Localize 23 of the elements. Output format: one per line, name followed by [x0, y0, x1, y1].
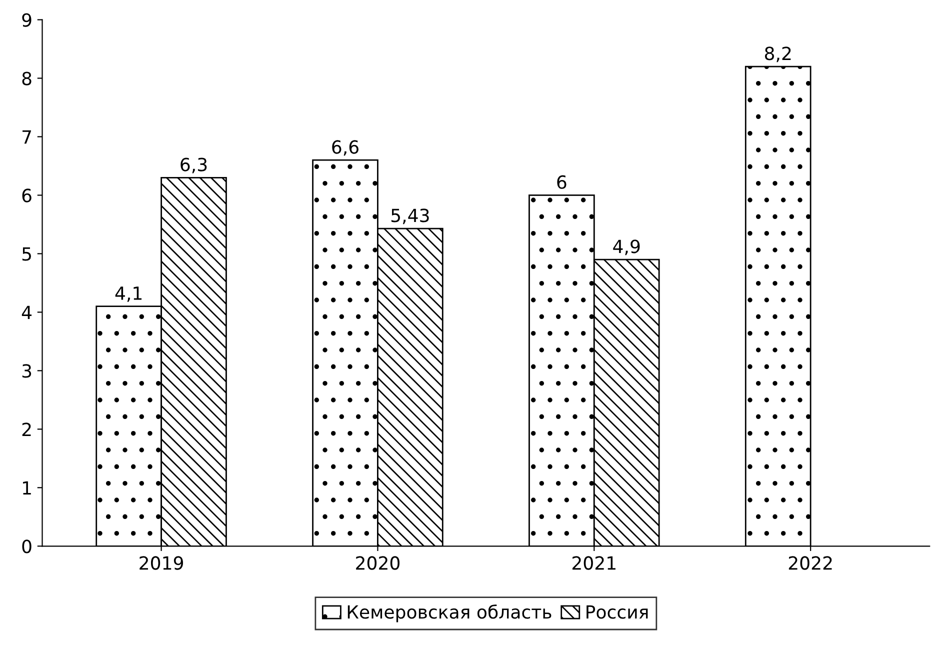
data-label: 5,43	[391, 208, 429, 224]
legend-label: Кемеровская область	[348, 604, 552, 622]
data-label: 4,1	[115, 286, 142, 302]
y-tick-label: 0	[22, 540, 32, 554]
data-label: 6	[557, 175, 566, 189]
y-tick-label: 9	[22, 13, 32, 27]
y-tick-label: 6	[22, 188, 32, 202]
y-tick-label: 7	[22, 130, 31, 144]
data-label: 6,6	[332, 140, 358, 156]
legend-label: Россия	[586, 605, 648, 619]
y-tick-label: 4	[22, 306, 32, 320]
data-label: 4,9	[613, 240, 640, 256]
y-tick-label: 1	[23, 481, 31, 495]
x-tick-label: 2021	[572, 556, 616, 570]
data-label: 8,2	[764, 46, 791, 62]
y-tick-label: 2	[22, 422, 31, 436]
y-tick-label: 3	[22, 364, 32, 378]
y-tick-label: 8	[22, 72, 32, 86]
x-tick-label: 2022	[788, 556, 832, 570]
data-label: 6,3	[180, 158, 207, 174]
y-tick-label: 5	[22, 247, 31, 261]
x-tick-label: 2020	[356, 556, 400, 570]
x-tick-label: 2019	[140, 556, 183, 570]
